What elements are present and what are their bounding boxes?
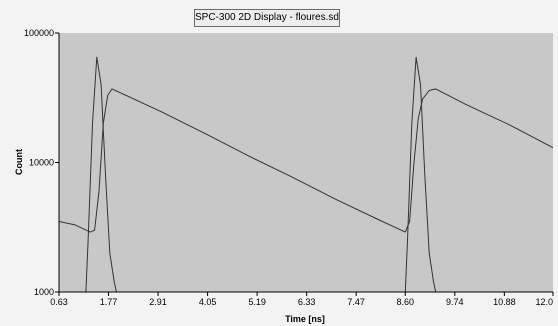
series-line-2	[85, 56, 117, 292]
window-title: SPC-300 2D Display - floures.sdt	[194, 9, 340, 27]
x-tick-label: 10.88	[493, 297, 516, 307]
x-tick-label: 5.19	[248, 297, 266, 307]
y-tick-label: 1000	[34, 287, 54, 297]
x-tick-label: 0.63	[50, 297, 68, 307]
x-tick-label: 7.47	[347, 297, 365, 307]
series-layer	[59, 56, 553, 292]
x-tick-label: 2.91	[149, 297, 167, 307]
y-axis-title: Count	[14, 149, 24, 175]
x-tick-label: 4.05	[199, 297, 217, 307]
series-line-1	[59, 88, 553, 233]
x-axis-ticks: 0.63 1.77 2.91 4.05 5.19 6.33 7.47 8.60 9.74 10.8…	[50, 292, 554, 307]
x-tick-label: 12.0	[535, 297, 553, 307]
x-tick-label: 1.77	[100, 297, 118, 307]
x-tick-label: 8.60	[397, 297, 415, 307]
y-tick-label: 10000	[29, 158, 54, 168]
series-line-3	[404, 56, 437, 292]
plot-area	[59, 33, 553, 292]
x-tick-label: 6.33	[298, 297, 316, 307]
y-tick-label: 100000	[24, 28, 54, 38]
x-tick-label: 9.74	[446, 297, 464, 307]
x-axis-title: Time [ns]	[285, 314, 325, 324]
y-axis-ticks: 1000 10000 100000	[24, 28, 59, 297]
